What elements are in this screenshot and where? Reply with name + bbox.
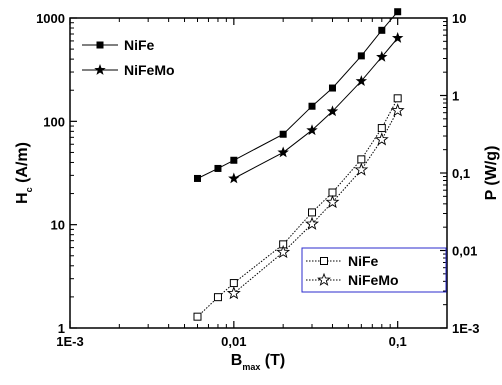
data-point (374, 132, 389, 146)
data-point (213, 293, 222, 302)
series-nifemo-right (226, 103, 405, 300)
data-point (354, 162, 369, 176)
data-point (276, 244, 291, 259)
data-point (326, 105, 339, 117)
legend-layer: NiFe NiFeMo NiFe NiFeMo (82, 37, 447, 293)
series-nife-left (193, 8, 402, 182)
x-tick-label: 1E-3 (56, 334, 83, 349)
y-left-tick-label: 1 (58, 321, 65, 336)
series-line (197, 11, 399, 179)
data-point (308, 102, 316, 110)
data-point (378, 26, 386, 34)
legend-bottom-right: NiFe NiFeMo (301, 247, 447, 293)
legend-marker (320, 257, 328, 265)
series-line (233, 37, 399, 179)
data-point (357, 155, 366, 164)
legend-label: NiFe (348, 253, 379, 269)
y-left-tick-label: 100 (43, 114, 65, 129)
y-right-tick-label: 10 (452, 11, 466, 26)
legend-top-left: NiFe NiFeMo (82, 37, 175, 78)
y-right-tick-label: 0,1 (452, 166, 470, 181)
data-point (277, 146, 289, 158)
series-nifemo-left (228, 32, 404, 184)
legend-marker (94, 64, 106, 75)
y-left-tick-label: 1000 (36, 11, 65, 26)
y-left-tick-label: 10 (51, 218, 65, 233)
data-point (325, 194, 340, 209)
data-point (376, 50, 388, 62)
legend-box (301, 247, 447, 293)
legend-label: NiFe (124, 37, 155, 53)
data-point (328, 84, 336, 92)
y-left-axis-title: Hc (A/m) (14, 142, 34, 204)
axis-titles: Bmax (T) Hc (A/m) P (W/g) (14, 142, 500, 372)
legend-marker (96, 41, 104, 49)
data-point (357, 52, 365, 60)
y-right-tick-label: 0,01 (452, 244, 477, 259)
data-point (393, 94, 402, 103)
data-point (305, 216, 319, 230)
y-right-tick-label: 1E-3 (452, 321, 479, 336)
x-tick-label: 0,1 (389, 334, 407, 349)
y-right-tick-label: 1 (452, 89, 459, 104)
data-point (279, 130, 287, 138)
data-point (394, 8, 402, 16)
data-point (229, 279, 238, 288)
data-point (230, 156, 238, 164)
data-point (226, 286, 241, 300)
x-tick-label: 0,01 (221, 334, 246, 349)
data-point (306, 124, 318, 136)
legend-label: NiFeMo (124, 62, 175, 78)
tick-labels: 1E-3 0,01 0,1 1 10 100 1000 1E-3 0,01 0,1 1 10 (36, 11, 479, 349)
data-point (214, 164, 222, 172)
legend-label: NiFeMo (348, 272, 399, 288)
data-point (391, 32, 404, 43)
data-point (355, 75, 368, 86)
data-point (193, 312, 202, 321)
series-layer (193, 8, 405, 321)
data-point (390, 103, 405, 117)
legend-marker (317, 272, 331, 286)
series-line (197, 98, 399, 318)
data-point (377, 124, 386, 133)
data-point (228, 172, 240, 184)
x-axis-title: Bmax (T) (231, 352, 285, 372)
y-right-axis-title: P (W/g) (483, 146, 500, 201)
data-point (193, 174, 201, 182)
data-point (308, 208, 317, 217)
